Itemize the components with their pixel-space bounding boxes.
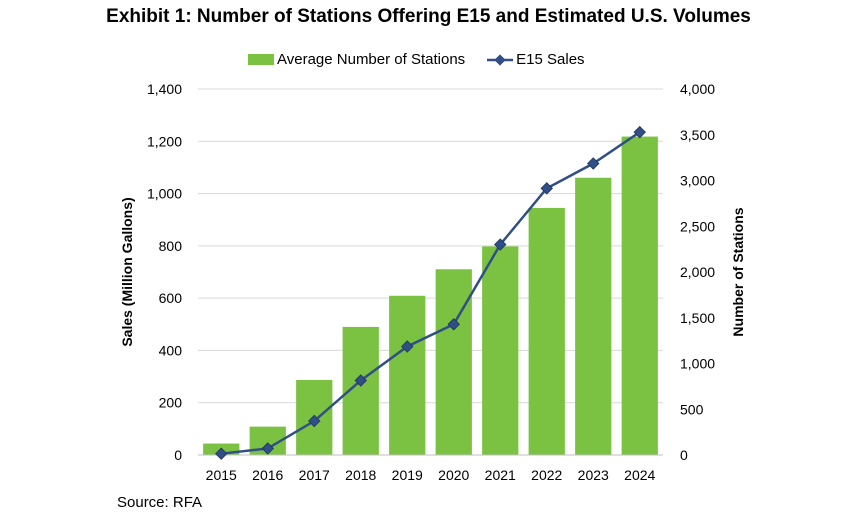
- sales-marker: [215, 447, 228, 460]
- x-tick-label: 2024: [624, 467, 655, 483]
- y2-tick-label: 3,000: [680, 173, 715, 189]
- y2-tick-label: 1,500: [680, 310, 715, 326]
- y2-tick-label: 0: [680, 447, 688, 463]
- y-tick-label: 800: [159, 238, 183, 254]
- source-note: Source: RFA: [117, 494, 203, 511]
- y2-tick-label: 500: [680, 401, 704, 417]
- x-tick-label: 2020: [438, 467, 469, 483]
- y-tick-label: 200: [159, 395, 183, 411]
- legend-label-stations: Average Number of Stations: [277, 51, 466, 68]
- legend-label-sales: E15 Sales: [516, 51, 585, 68]
- sales-marker: [308, 414, 321, 428]
- sales-marker: [494, 238, 507, 251]
- x-tick-label: 2023: [578, 467, 609, 483]
- bar: [435, 269, 472, 455]
- y-tick-label: 1,200: [147, 133, 182, 149]
- sales-marker: [261, 442, 274, 455]
- bar: [389, 295, 426, 455]
- sales-marker: [540, 182, 553, 195]
- y2-tick-label: 1,000: [680, 356, 715, 372]
- y-axis-title: Sales (Million Gallons): [119, 197, 135, 346]
- chart-title: Exhibit 1: Number of Stations Offering E…: [106, 6, 751, 27]
- y2-tick-label: 2,000: [680, 264, 715, 280]
- x-tick-label: 2019: [392, 467, 423, 483]
- y-tick-label: 0: [174, 447, 182, 463]
- x-tick-label: 2015: [206, 467, 237, 483]
- chart-legend: Average Number of Stations E15 Sales: [248, 51, 607, 68]
- sales-marker: [587, 157, 600, 170]
- sales-marker: [447, 318, 460, 331]
- y2-tick-label: 3,500: [680, 127, 715, 143]
- y-tick-label: 600: [159, 290, 183, 306]
- bar: [482, 246, 519, 455]
- x-tick-label: 2017: [299, 467, 330, 483]
- sales-line: [221, 131, 641, 455]
- legend-item-stations: Average Number of Stations: [248, 51, 465, 68]
- sales-marker: [354, 374, 367, 387]
- bar: [575, 177, 612, 455]
- legend-swatch-bar: [248, 54, 274, 65]
- x-tick-label: 2021: [485, 467, 516, 483]
- legend-item-sales: E15 Sales: [487, 51, 585, 68]
- y-tick-label: 1,400: [147, 81, 182, 97]
- y2-tick-label: 2,500: [680, 218, 715, 234]
- sales-marker: [633, 125, 646, 139]
- y-tick-label: 1,000: [147, 186, 182, 202]
- sales-marker: [401, 340, 414, 353]
- x-tick-label: 2016: [252, 467, 283, 483]
- x-tick-label: 2022: [531, 467, 562, 483]
- bar: [528, 207, 565, 455]
- x-tick-label: 2018: [345, 467, 376, 483]
- y2-axis-title: Number of Stations: [730, 207, 746, 336]
- legend-swatch-line: [487, 53, 514, 66]
- y2-tick-label: 4,000: [680, 81, 715, 97]
- y-tick-label: 400: [159, 342, 183, 358]
- bar: [621, 136, 658, 455]
